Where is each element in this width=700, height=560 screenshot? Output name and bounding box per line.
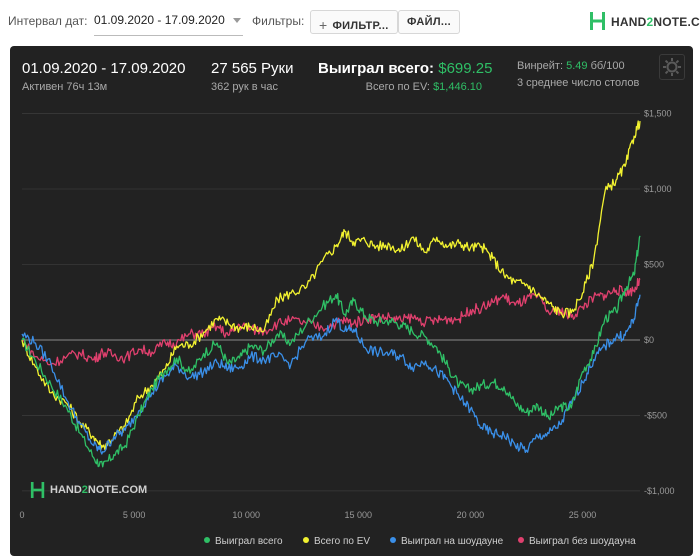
legend-dot-icon [518,537,524,543]
x-tick-label: 0 [19,510,24,520]
series-line-showdown [21,294,641,455]
filters-label: Фильтры: [252,14,305,28]
x-tick-label: 5 000 [123,510,146,520]
y-tick-label: -$1,000 [644,486,675,496]
stats-hands-per-hour: 362 рук в час [211,81,279,93]
y-tick-label: $0 [644,335,654,345]
bankroll-chart: -$1,000 -$500 $0 $500 $1,000 $1,500 0 5 000 10 … [19,109,675,520]
legend-item-ev[interactable]: Всего по EV [303,536,370,547]
series-line-won [21,235,641,468]
files-button-label: ФАЙЛ... [407,16,451,28]
x-tick-label: 25 000 [569,510,597,520]
y-tick-label: $1,500 [644,109,672,119]
legend-dot-icon [390,537,396,543]
plus-icon: + [319,17,328,33]
files-button[interactable]: ФАЙЛ... [398,10,460,34]
graph-panel: 01.09.2020 - 17.09.2020 Активен 76ч 13м … [10,46,693,556]
stats-ev-label: Всего по EV: [365,81,430,93]
stats-tables: 3 среднее число столов [517,77,640,89]
date-range-value: 01.09.2020 - 17.09.2020 [94,13,225,27]
toolbar: Интервал дат: 01.09.2020 - 17.09.2020 Фи… [0,0,700,44]
stats-hands-block: 27 565 Руки 362 рук в час [211,60,294,93]
chevron-down-icon [232,18,241,23]
chart-series [21,120,641,468]
legend-dot-icon [303,537,309,543]
x-tick-label: 10 000 [232,510,260,520]
chart-y-ticks: -$1,000 -$500 $0 $500 $1,000 $1,500 [644,109,675,496]
stats-active-time: Активен 76ч 13м [22,81,108,93]
stats-date-range: 01.09.2020 - 17.09.2020 [22,60,186,77]
stats-ev-value: $1,446.10 [433,81,482,93]
chart-x-ticks: 0 5 000 10 000 15 000 20 000 25 000 [19,510,596,520]
hand2note-logo-text: HAND2NOTE.COM [611,15,700,29]
settings-button[interactable] [659,54,685,80]
hand2note-logo-icon [590,12,605,30]
series-line-nonshowdown [21,278,641,367]
filters-button[interactable]: + ФИЛЬТР... [310,10,398,34]
hand2note-logo[interactable]: HAND2NOTE.COM [589,11,700,33]
legend-item-nonshowdown[interactable]: Выиграл без шоудауна [518,536,636,547]
gear-icon [663,58,681,76]
x-tick-label: 20 000 [457,510,485,520]
legend-item-showdown[interactable]: Выиграл на шоудауне [390,536,503,547]
stats-hands: 27 565 Руки [211,60,294,77]
y-tick-label: $500 [644,259,664,269]
stats-won-value: $699.25 [438,60,493,77]
stats-winrate-value: 5.49 [566,60,588,72]
filters-button-label: ФИЛЬТР... [332,20,389,32]
legend-dot-icon [204,537,210,543]
date-range-select[interactable]: 01.09.2020 - 17.09.2020 [94,10,243,36]
watermark-logo-icon [30,482,45,498]
stats-won-block: Выиграл всего: $699.25 Всего по EV: $1,4… [318,60,492,93]
date-range-label: Интервал дат: [8,14,88,28]
series-line-ev [21,120,641,451]
legend-item-won[interactable]: Выиграл всего [204,536,283,547]
y-tick-label: -$500 [644,410,667,420]
stats-winrate-unit: бб/100 [590,60,625,72]
y-tick-label: $1,000 [644,184,672,194]
x-tick-label: 15 000 [345,510,373,520]
chart-grid [22,113,640,492]
stats-winrate-label: Винрейт: [517,60,564,72]
stats-won-label: Выиграл всего: [318,60,435,77]
stats-date-block: 01.09.2020 - 17.09.2020 Активен 76ч 13м [22,60,185,93]
stats-winrate-block: Винрейт: 5.49 бб/100 3 среднее число сто… [517,60,639,89]
watermark-logo-text: HAND2NOTE.COM [50,484,148,496]
